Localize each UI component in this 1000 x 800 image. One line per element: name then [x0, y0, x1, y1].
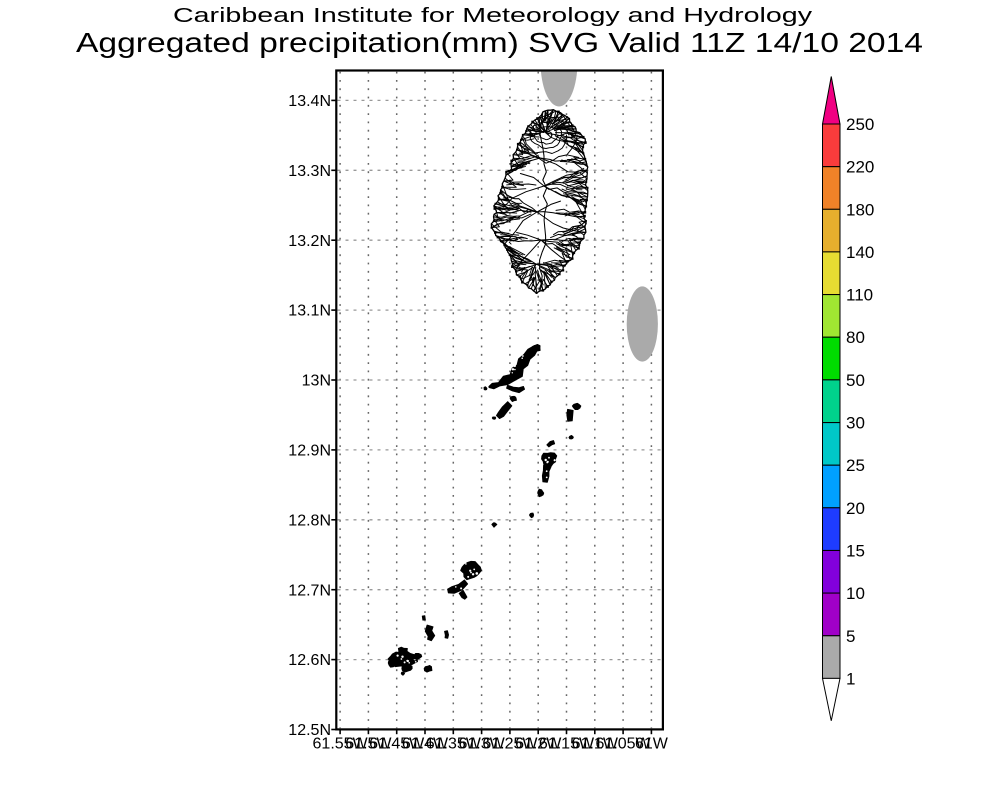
svg-text:61.4W: 61.4W [402, 735, 449, 752]
svg-text:25: 25 [846, 456, 865, 475]
svg-text:61.35W: 61.35W [426, 735, 482, 752]
svg-text:1: 1 [846, 669, 855, 688]
svg-text:61W: 61W [635, 735, 669, 752]
svg-text:61.3W: 61.3W [458, 735, 505, 752]
svg-text:50: 50 [846, 371, 865, 390]
svg-text:12.8N: 12.8N [288, 512, 331, 529]
svg-text:180: 180 [846, 200, 874, 219]
svg-text:80: 80 [846, 328, 865, 347]
svg-text:61.15W: 61.15W [539, 735, 595, 752]
svg-text:61.05W: 61.05W [596, 735, 652, 752]
svg-text:12.7N: 12.7N [288, 582, 331, 599]
svg-text:110: 110 [846, 286, 873, 305]
svg-text:13.2N: 13.2N [288, 233, 331, 250]
svg-text:Aggregated precipitation(mm) S: Aggregated precipitation(mm) SVG Valid 1… [76, 27, 923, 58]
svg-text:30: 30 [846, 414, 865, 433]
svg-text:61.2W: 61.2W [515, 735, 562, 752]
svg-text:220: 220 [846, 158, 874, 177]
svg-text:5: 5 [846, 627, 855, 646]
svg-text:15: 15 [846, 542, 865, 561]
svg-text:13N: 13N [302, 373, 331, 390]
svg-text:20: 20 [846, 499, 865, 518]
svg-text:61.45W: 61.45W [369, 735, 425, 752]
svg-text:13.4N: 13.4N [288, 93, 331, 110]
svg-text:10: 10 [846, 584, 865, 603]
svg-text:12.5N: 12.5N [288, 722, 331, 739]
svg-text:12.9N: 12.9N [288, 443, 331, 460]
svg-text:61.55W: 61.55W [313, 735, 369, 752]
svg-text:61.25W: 61.25W [482, 735, 538, 752]
svg-text:13.1N: 13.1N [288, 303, 331, 320]
svg-text:61.1W: 61.1W [572, 735, 619, 752]
svg-text:13.3N: 13.3N [288, 163, 331, 180]
svg-text:12.6N: 12.6N [288, 652, 331, 669]
svg-text:250: 250 [846, 115, 874, 134]
svg-text:61.5W: 61.5W [345, 735, 392, 752]
svg-text:140: 140 [846, 243, 874, 262]
svg-text:Caribbean Institute for Meteor: Caribbean Institute for Meteorology and … [173, 4, 813, 27]
